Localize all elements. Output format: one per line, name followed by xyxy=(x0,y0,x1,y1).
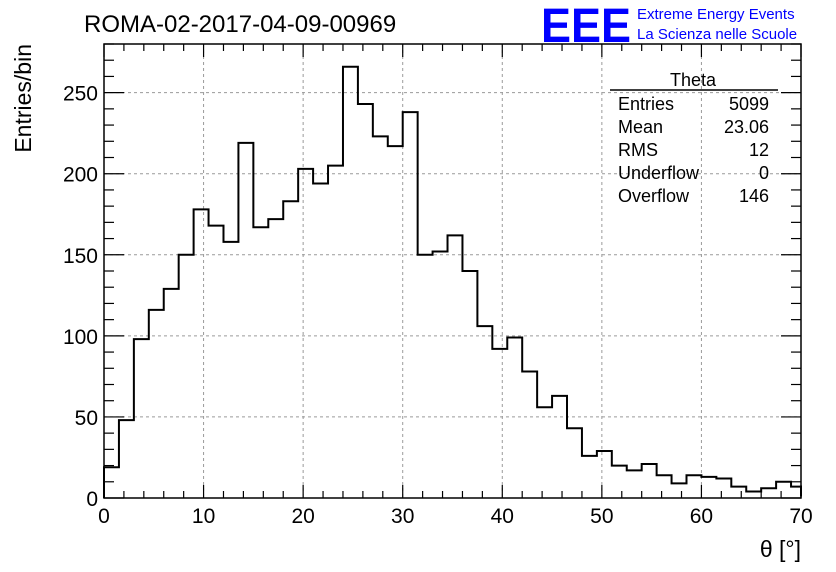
eee-logo: EEE Extreme Energy Events La Scienza nel… xyxy=(541,0,797,53)
x-tick-label: 0 xyxy=(98,505,110,528)
y-tick-label: 150 xyxy=(63,245,98,268)
stats-name: Theta xyxy=(670,70,717,90)
logo-line-1: Extreme Energy Events xyxy=(637,6,795,23)
stats-row-label: Entries xyxy=(618,94,674,114)
y-tick-label: 250 xyxy=(63,83,98,106)
y-tick-label: 0 xyxy=(86,488,98,511)
stats-row-label: Mean xyxy=(618,117,663,137)
x-tick-label: 10 xyxy=(192,505,215,528)
logo-letters: EEE xyxy=(541,0,631,53)
x-tick-label: 20 xyxy=(291,505,314,528)
logo-line-2: La Scienza nelle Scuole xyxy=(637,26,797,43)
stats-row-value: 0 xyxy=(759,163,769,183)
stats-row-value: 146 xyxy=(739,186,769,206)
x-axis-label: θ [°] xyxy=(760,536,801,562)
y-tick-label: 50 xyxy=(75,407,98,430)
stats-row-value: 23.06 xyxy=(724,117,769,137)
x-tick-label: 70 xyxy=(789,505,812,528)
stats-row-value: 12 xyxy=(749,140,769,160)
histogram-step-line xyxy=(103,65,802,498)
x-tick-label: 60 xyxy=(690,505,713,528)
grid xyxy=(104,44,801,498)
run-title: ROMA-02-2017-04-09-00969 xyxy=(84,11,396,38)
x-tick-label: 50 xyxy=(590,505,613,528)
stats-row-value: 5099 xyxy=(729,94,769,114)
stats-row-label: Underflow xyxy=(618,163,700,183)
x-tick-label: 30 xyxy=(391,505,414,528)
y-tick-label: 100 xyxy=(63,326,98,349)
stats-box: Theta Entries 5099 Mean 23.06 RMS 12 Underflow… xyxy=(610,70,778,206)
stats-row-label: RMS xyxy=(618,140,658,160)
axis-ticks: 0 10 20 30 40 50 60 70 0 50 100 150 200 250 xyxy=(63,43,813,528)
x-tick-label: 40 xyxy=(491,505,514,528)
y-tick-label: 200 xyxy=(63,164,98,187)
stats-rows: Entries 5099 Mean 23.06 RMS 12 Underflow 0 Overf… xyxy=(618,94,769,206)
y-axis-label: Entries/bin xyxy=(10,44,36,153)
stats-row-label: Overflow xyxy=(618,186,690,206)
